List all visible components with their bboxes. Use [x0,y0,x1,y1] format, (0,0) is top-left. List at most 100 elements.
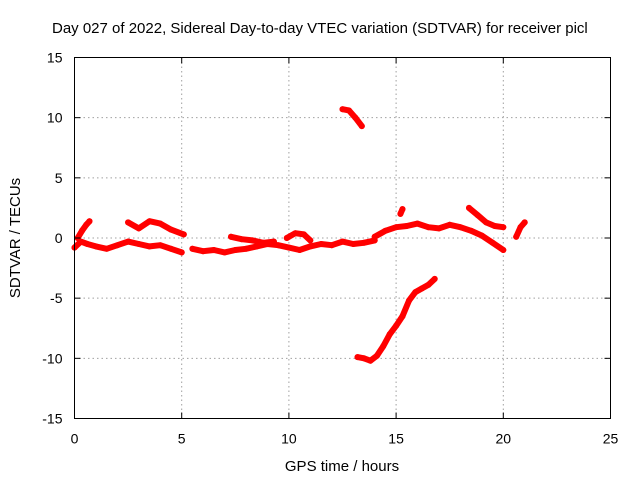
data-point [491,223,498,229]
data-point [307,237,314,244]
data-point [157,220,164,227]
chart-title: Day 027 of 2022, Sidereal Day-to-day VTE… [52,20,588,37]
data-point [103,245,110,252]
data-point [478,232,485,239]
data-point [318,241,325,247]
y-tick-label: 5 [55,170,63,186]
data-point [393,322,400,329]
series-layer [71,106,528,364]
data-point [300,231,307,238]
data-point [483,219,490,226]
data-point [86,218,93,225]
data-point [178,249,185,256]
x-axis-title: GPS time / hours [285,458,399,475]
data-point [157,242,164,249]
data-point [418,285,425,292]
data-point [358,123,365,130]
data-point [371,233,378,240]
data-point [500,247,507,253]
data-point [517,224,524,231]
data-point [180,231,187,238]
data-point [275,242,282,249]
data-point [292,230,299,237]
data-point [360,355,367,362]
y-axis-title: SDTVAR / TECUs [7,178,24,298]
data-point [270,238,277,245]
data-point [352,114,359,121]
data-point [386,331,393,338]
data-point [210,247,217,253]
data-point [238,236,245,243]
data-point [457,224,464,231]
x-tick-label: 5 [178,431,186,447]
x-tick-label: 15 [388,431,404,447]
data-point [360,239,367,246]
y-tick-labels: -15 -10 -5 0 5 10 15 [42,50,62,427]
data-point [489,239,496,246]
data-point [350,241,357,247]
data-point [339,238,346,245]
data-point [393,224,400,231]
series-arc-6 [283,230,314,244]
y-tick-label: -10 [42,350,62,366]
data-point [367,357,374,364]
y-tick-label: 15 [47,50,63,66]
data-point [474,212,481,219]
data-point [84,241,91,247]
data-point [221,249,228,256]
data-point [168,245,174,252]
data-point [200,248,207,255]
data-point [114,242,121,249]
x-tick-label: 25 [603,431,619,447]
data-point [414,220,421,227]
data-point [135,225,142,232]
x-tick-labels: 0 5 10 15 20 25 [71,431,619,447]
data-point [412,289,419,296]
data-point [135,241,142,247]
y-tick-label: 10 [47,110,63,126]
ticks [74,57,611,419]
data-point [403,223,410,229]
data-point [521,219,528,226]
data-point [125,219,132,226]
data-point [260,239,267,246]
data-point [243,245,249,252]
x-tick-label: 10 [281,431,297,447]
data-point [232,247,239,253]
series-arc-4 [189,237,378,256]
data-point [399,206,406,213]
data-point [382,227,389,234]
y-tick-label: 0 [55,230,63,246]
data-point [431,275,438,282]
y-tick-label: -15 [42,411,62,427]
data-point [146,218,153,225]
data-point [168,226,174,233]
data-point [92,243,99,250]
data-point [285,244,292,251]
series-arc-11 [339,106,365,130]
y-tick-label: -5 [50,290,63,306]
data-point [397,210,404,217]
data-point [307,243,314,250]
data-point [354,354,361,361]
data-point [249,237,256,244]
data-point [425,281,432,288]
data-point [399,313,406,320]
data-point [253,243,260,250]
x-tick-label: 20 [496,431,512,447]
data-point [500,224,507,231]
x-tick-label: 0 [71,431,79,447]
data-point [296,247,303,253]
data-point [283,235,290,241]
data-point [436,225,442,232]
data-point [406,297,412,304]
data-point [466,204,472,211]
data-point [125,238,132,245]
data-point [373,352,380,359]
data-point [79,227,85,234]
data-point [468,227,475,234]
data-point [425,224,432,231]
data-point [189,245,196,252]
data-point [328,242,335,249]
